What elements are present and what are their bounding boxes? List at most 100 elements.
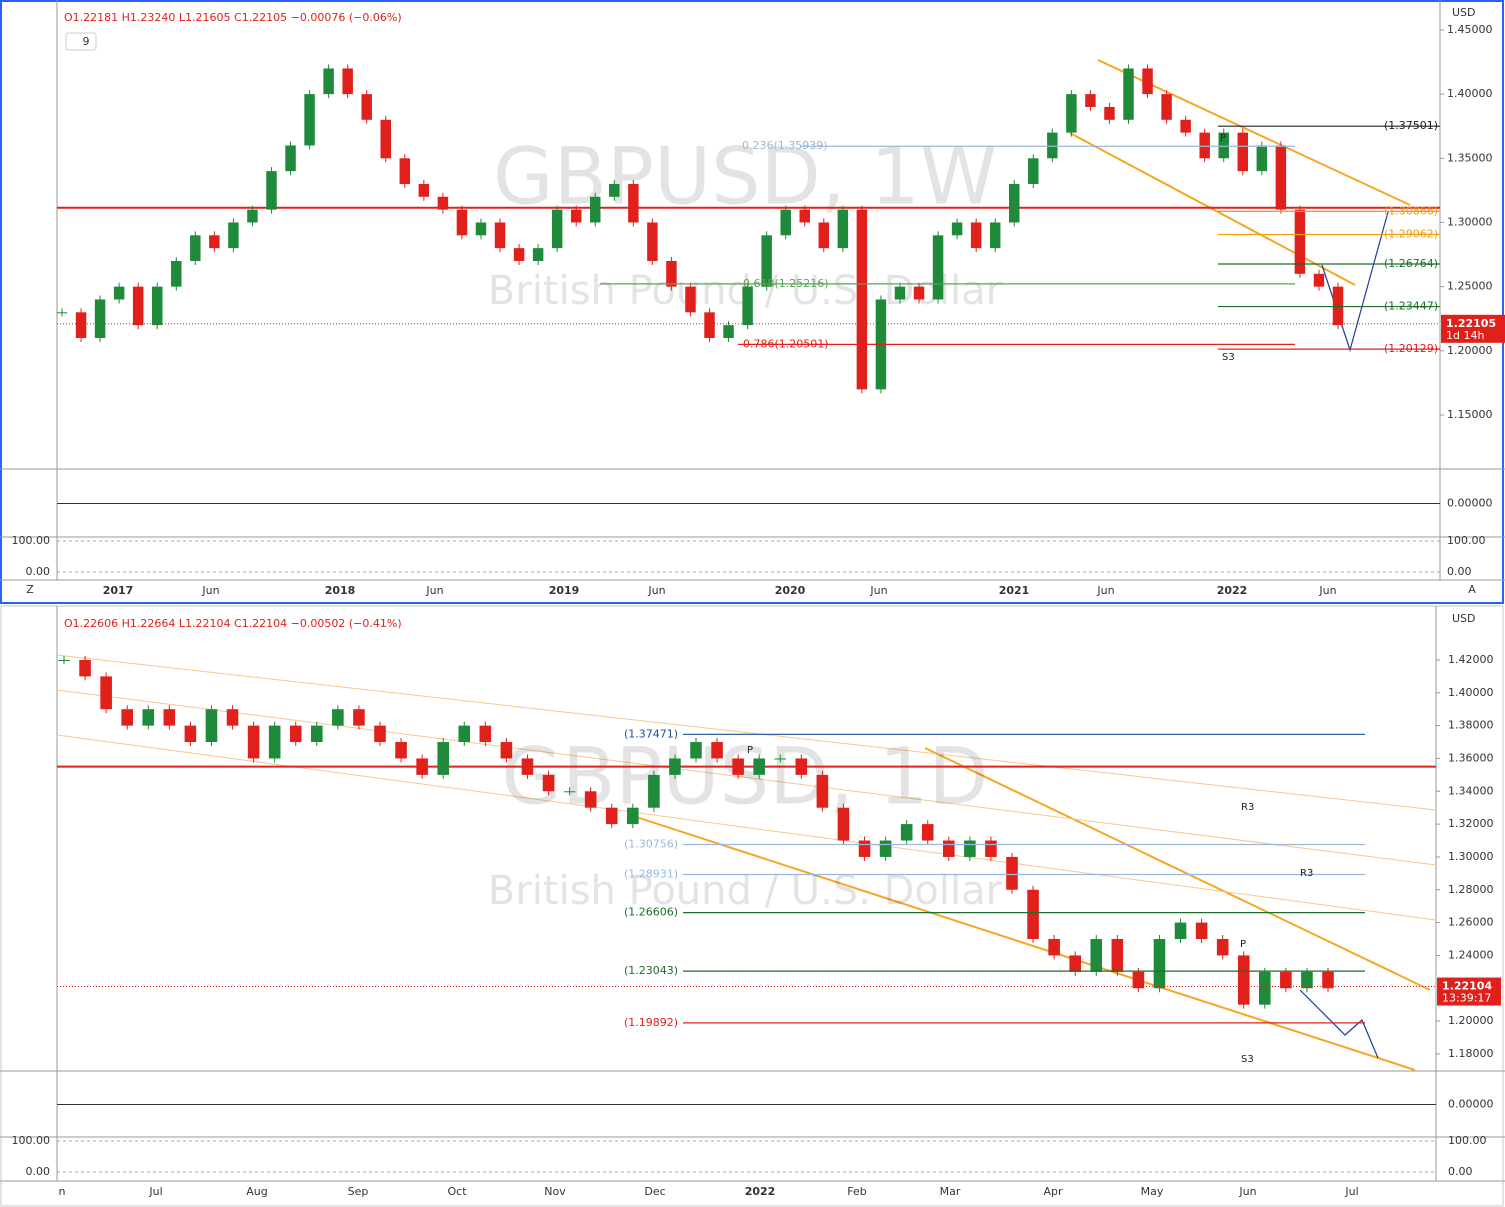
level-label: (1.19892)	[624, 1016, 678, 1029]
candle	[56, 312, 68, 314]
y-tick-label: 1.15000	[1447, 408, 1493, 421]
candle	[563, 791, 576, 793]
y-tick-label: 1.45000	[1447, 23, 1493, 36]
candle	[666, 260, 677, 287]
candle	[970, 222, 982, 249]
time-label: Jun	[647, 584, 665, 597]
time-label: Feb	[847, 1185, 866, 1198]
time-label: Mar	[940, 1185, 961, 1198]
candle	[304, 94, 315, 146]
osc-tick-label: 0.00000	[1447, 497, 1493, 510]
candle	[374, 725, 386, 743]
candle	[753, 758, 765, 775]
candle	[590, 196, 601, 223]
y-tick-label: 1.25000	[1447, 280, 1493, 293]
corner-button[interactable]: A	[1468, 583, 1476, 596]
time-label: 2018	[325, 584, 356, 597]
candle	[780, 209, 791, 236]
y-tick-label: 1.40000	[1448, 686, 1494, 699]
time-label: Jun	[1096, 584, 1114, 597]
candle	[353, 709, 365, 726]
candle	[1028, 158, 1039, 184]
candle	[532, 248, 544, 261]
time-label: Nov	[544, 1185, 566, 1198]
time-label: 2019	[549, 584, 580, 597]
candle	[79, 659, 91, 677]
candle	[1027, 889, 1039, 940]
y-tick-label: 1.30000	[1448, 850, 1494, 863]
candle	[799, 209, 810, 223]
candle	[475, 222, 487, 236]
candle	[268, 725, 281, 759]
candle	[1006, 856, 1018, 890]
candle	[1237, 132, 1249, 172]
level-label: (1.37471)	[624, 727, 678, 740]
candle	[1090, 939, 1103, 972]
time-label: Oct	[447, 1185, 467, 1198]
candle	[121, 709, 133, 726]
time-label: 2022	[745, 1185, 776, 1198]
candle	[1104, 106, 1115, 120]
pivot-marker: R3	[1241, 802, 1254, 813]
level-label: (1.29062)	[1384, 228, 1438, 241]
stoch-tick-label-left: 100.00	[12, 534, 51, 547]
candle	[964, 840, 976, 857]
candle	[1174, 922, 1187, 940]
pane-count-box[interactable]	[65, 32, 97, 51]
candle	[647, 222, 658, 261]
candle	[1153, 939, 1166, 989]
candle	[418, 183, 430, 197]
candle	[311, 725, 323, 743]
time-label: 2020	[775, 584, 806, 597]
candle	[1009, 183, 1020, 223]
candle	[513, 248, 525, 261]
candle	[100, 676, 112, 710]
candle	[570, 209, 582, 223]
candle	[1332, 286, 1344, 326]
projection-arrows	[1299, 211, 1389, 1059]
candle	[361, 94, 372, 120]
time-label: Jul	[1344, 1185, 1358, 1198]
time-label: Jun	[201, 584, 219, 597]
candle	[75, 312, 87, 338]
candle	[761, 235, 772, 287]
candle	[1218, 132, 1229, 159]
candle	[690, 742, 702, 759]
level-label: 0.618(1.25216)	[743, 277, 829, 290]
stoch-tick-label: 100.00	[1448, 1134, 1487, 1147]
candle	[494, 222, 506, 249]
candle	[58, 659, 70, 661]
stoch-tick-label-left: 100.00	[12, 1134, 51, 1147]
candle	[1161, 94, 1172, 120]
y-tick-label: 1.20000	[1447, 344, 1493, 357]
candle	[456, 209, 468, 236]
currency-selector[interactable]: USD	[1452, 612, 1476, 625]
currency-selector[interactable]: USD	[1452, 6, 1476, 19]
candle	[1047, 132, 1058, 159]
y-tick-label: 1.24000	[1448, 948, 1494, 961]
osc-tick-label: 0.00000	[1448, 1098, 1494, 1111]
y-tick-label: 1.30000	[1447, 215, 1493, 228]
candle	[163, 709, 176, 726]
pivot-marker: P	[1240, 939, 1246, 950]
candle	[342, 68, 353, 95]
corner-button[interactable]: Z	[26, 583, 34, 596]
candle	[648, 774, 660, 808]
level-label: (1.37501)	[1384, 119, 1438, 132]
candle	[932, 235, 944, 300]
pane-count: 9	[83, 35, 90, 48]
candle	[1322, 971, 1334, 989]
stoch-tick-label: 100.00	[1447, 534, 1486, 547]
candle	[609, 183, 620, 197]
candle	[416, 758, 428, 775]
candle	[151, 286, 163, 326]
level-label: (1.20129)	[1384, 342, 1438, 355]
time-label: Jun	[425, 584, 443, 597]
level-label: (1.23447)	[1384, 300, 1438, 313]
level-label: (1.28931)	[624, 867, 678, 880]
time-label: 2017	[103, 584, 134, 597]
candle	[1256, 145, 1268, 172]
candle	[1180, 119, 1191, 133]
candle	[142, 709, 155, 726]
